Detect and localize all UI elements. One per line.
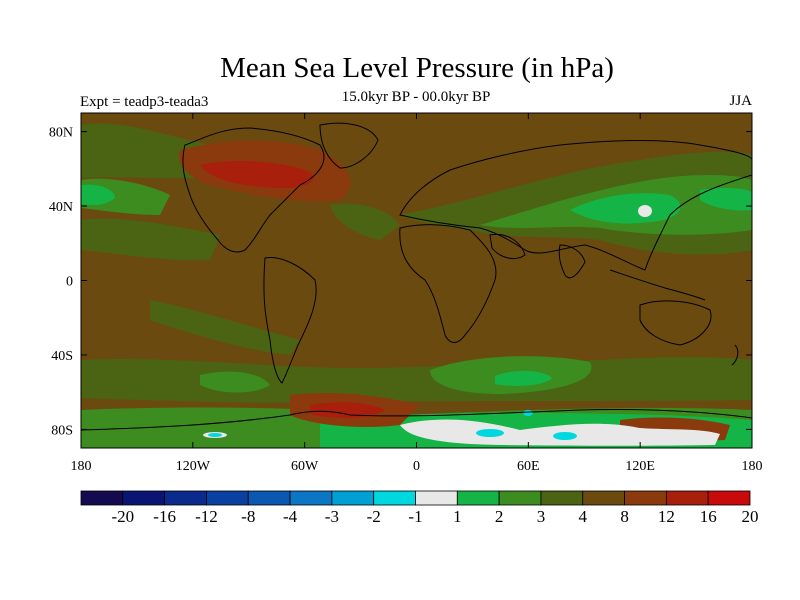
- pressure-field: [81, 113, 752, 448]
- colorbar-label: 16: [700, 507, 717, 526]
- lon-tick-label: 60E: [517, 459, 540, 474]
- colorbar-swatch: [415, 490, 458, 506]
- lon-tick-label: 120E: [625, 459, 655, 474]
- colorbar-label: 2: [495, 507, 504, 526]
- chart-subtitle: 15.0kyr BP - 00.0kyr BP: [341, 89, 491, 105]
- colorbar-label: -4: [283, 507, 298, 526]
- colorbar-swatch: [540, 490, 584, 506]
- colorbar-swatch: [331, 490, 375, 506]
- lat-tick-label: 40N: [49, 200, 73, 215]
- colorbar-label: 12: [658, 507, 675, 526]
- colorbar-label: 3: [537, 507, 546, 526]
- colorbar-label: -2: [367, 507, 381, 526]
- lon-tick-label: 120W: [176, 459, 211, 474]
- latitude-axis: 80N 40N 0 40S 80S: [49, 126, 752, 438]
- colorbar-label: -16: [153, 507, 176, 526]
- colorbar-swatch: [456, 490, 500, 506]
- longitude-axis: 180 120W 60W 0 60E 120E 180: [71, 113, 763, 474]
- colorbar-label: -8: [241, 507, 255, 526]
- lon-tick-label: 180: [742, 459, 763, 474]
- anomaly-minus-1-region: [208, 410, 577, 440]
- colorbar-label: -12: [195, 507, 218, 526]
- lat-tick-label: 80S: [51, 423, 73, 438]
- colorbar-swatch: [624, 490, 667, 506]
- colorbar-label: -3: [325, 507, 339, 526]
- lat-tick-label: 80N: [49, 126, 73, 141]
- lat-tick-label: 0: [66, 275, 73, 290]
- colorbar-swatch: [582, 490, 625, 506]
- experiment-label: Expt = teadp3-teada3: [80, 94, 209, 110]
- lat-tick-label: 40S: [51, 349, 73, 364]
- colorbar-swatch: [498, 490, 542, 506]
- colorbar-label: 20: [742, 507, 759, 526]
- colorbar-label: 8: [620, 507, 629, 526]
- colorbar-label: 1: [453, 507, 462, 526]
- colorbar-label: -20: [111, 507, 134, 526]
- colorbar-swatch: [289, 490, 333, 506]
- coastlines: [81, 122, 752, 431]
- lon-tick-label: 60W: [291, 459, 319, 474]
- lon-tick-label: 180: [71, 459, 92, 474]
- season-label: JJA: [729, 93, 752, 109]
- colorbar-swatch: [665, 490, 709, 506]
- colorbar-swatch: [164, 490, 207, 506]
- anomaly-12-16-region: [200, 160, 385, 419]
- colorbar-swatch: [80, 490, 124, 506]
- colorbar-label: 4: [579, 507, 588, 526]
- lon-tick-label: 0: [413, 459, 420, 474]
- colorbar-swatch: [373, 490, 416, 506]
- colorbar: -20 -16 -12 -8 -4 -3 -2 -1 1 2 3 4 8 12 16 20: [80, 490, 759, 526]
- chart-title: Mean Sea Level Pressure (in hPa): [220, 52, 614, 84]
- colorbar-label: -1: [408, 507, 422, 526]
- colorbar-swatch: [122, 490, 166, 506]
- colorbar-swatch: [206, 490, 249, 506]
- colorbar-swatch: [707, 490, 751, 506]
- colorbar-swatch: [247, 490, 291, 506]
